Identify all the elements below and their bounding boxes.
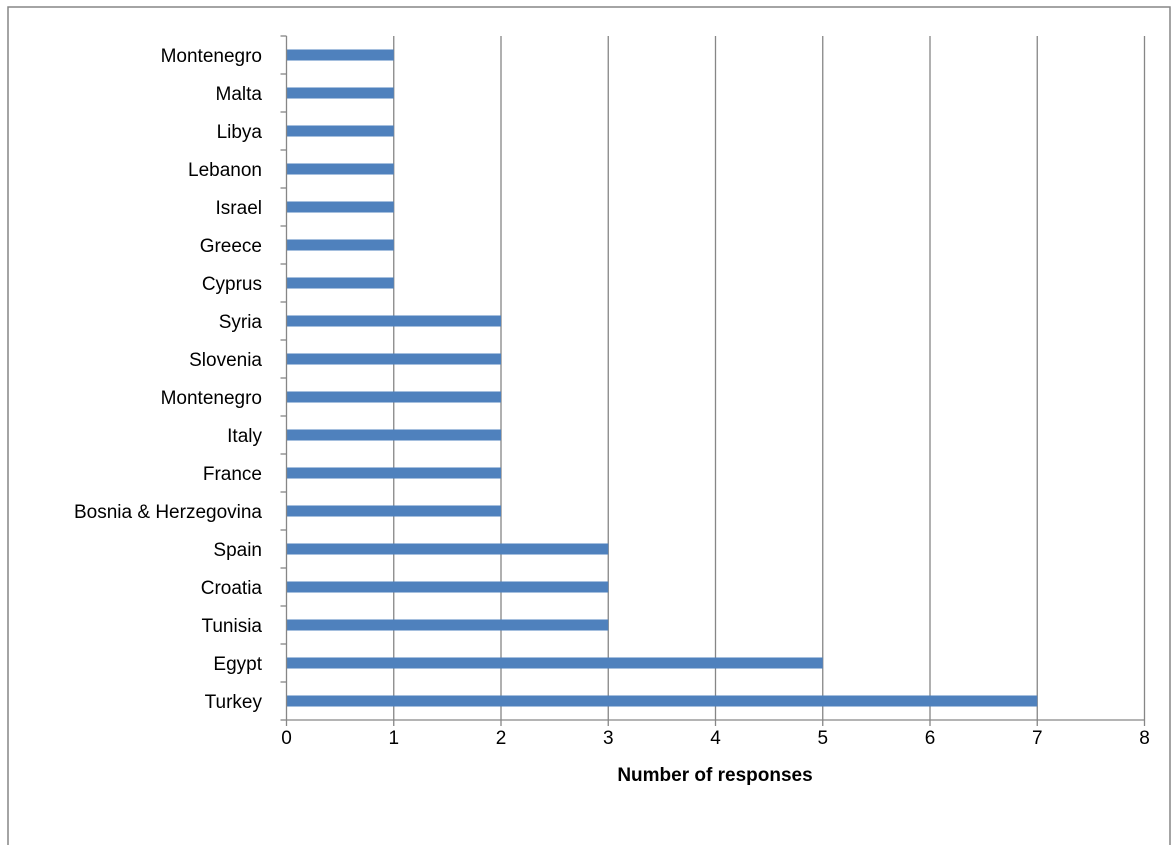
category-label: France (203, 464, 262, 485)
bar (286, 695, 1038, 707)
x-tick-label: 1 (388, 728, 399, 749)
bars (286, 49, 1038, 707)
bar (286, 315, 501, 327)
x-tick-label: 7 (1032, 728, 1043, 749)
category-label: Israel (216, 198, 262, 219)
chart-area-border (7, 6, 1171, 845)
category-label: Syria (219, 312, 263, 333)
category-label: Turkey (205, 692, 263, 713)
bar (286, 657, 823, 669)
category-label: Egypt (213, 654, 262, 675)
category-label: Montenegro (161, 388, 262, 409)
category-label: Tunisia (201, 616, 262, 637)
bar (286, 581, 609, 593)
x-tick-label: 4 (710, 728, 721, 749)
category-label: Cyprus (202, 274, 262, 295)
bar (286, 277, 394, 289)
x-tick-labels: 0 1 2 3 4 5 6 7 8 (281, 728, 1150, 749)
category-label: Slovenia (189, 350, 262, 371)
axes (280, 35, 1146, 726)
category-label: Croatia (201, 578, 263, 599)
gridlines (393, 36, 1146, 720)
bar (286, 87, 394, 99)
x-tick-label: 6 (925, 728, 936, 749)
x-tick-label: 3 (603, 728, 614, 749)
category-label: Bosnia & Herzegovina (74, 502, 262, 523)
bar (286, 543, 609, 555)
category-label: Italy (227, 426, 262, 447)
x-tick-label: 8 (1139, 728, 1150, 749)
bar (286, 391, 501, 403)
bar (286, 619, 609, 631)
category-label: Greece (200, 236, 262, 257)
bar (286, 49, 394, 61)
category-label: Lebanon (188, 160, 262, 181)
x-tick-label: 2 (496, 728, 507, 749)
category-labels: Turkey Egypt Tunisia Croatia Spain Bosnia & H… (74, 46, 263, 713)
bar (286, 239, 394, 251)
bar (286, 125, 394, 137)
bar (286, 201, 394, 213)
category-label: Montenegro (161, 46, 262, 67)
bar (286, 429, 501, 441)
bar (286, 467, 501, 479)
category-label: Spain (213, 540, 262, 561)
bar (286, 505, 501, 517)
category-label: Libya (217, 122, 263, 143)
bar (286, 163, 394, 175)
x-tick-label: 5 (817, 728, 828, 749)
bar (286, 353, 501, 365)
x-axis-title: Number of responses (617, 765, 812, 786)
category-label: Malta (216, 84, 263, 105)
x-tick-label: 0 (281, 728, 292, 749)
